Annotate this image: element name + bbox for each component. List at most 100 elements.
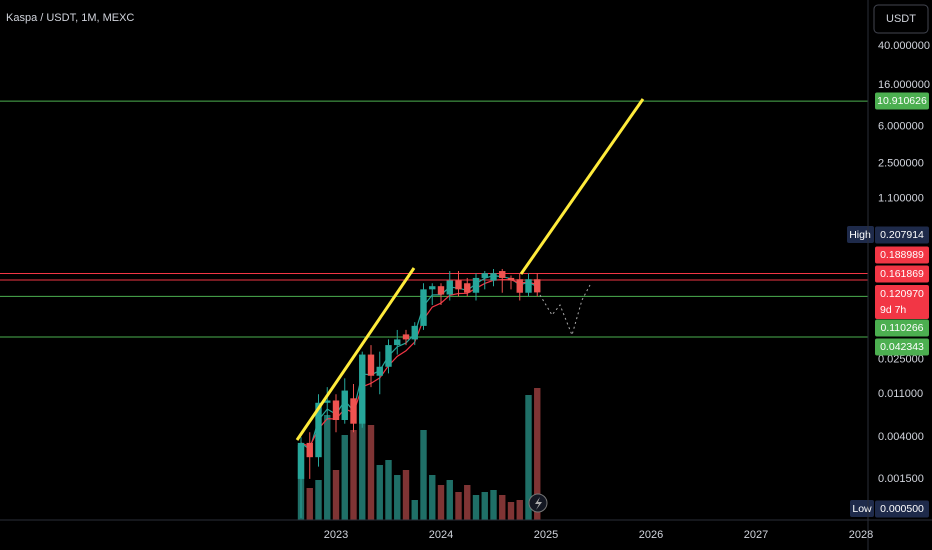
moving-average — [300, 274, 538, 451]
candle-body — [402, 334, 410, 340]
volume-bar — [385, 460, 392, 520]
volume-bar — [472, 495, 480, 520]
price-tick-label: 6.000000 — [878, 120, 924, 132]
candle-body — [324, 400, 331, 403]
current-price: 0.120970 — [880, 288, 924, 300]
trend-line — [519, 98, 645, 275]
low-price-tag: 0.000500 — [880, 503, 924, 515]
time-tick-label: 2024 — [429, 529, 453, 541]
volume-bar — [455, 492, 462, 520]
volume-bar — [332, 470, 340, 520]
price-tick-label: 0.025000 — [878, 353, 924, 365]
candle-body — [306, 442, 313, 458]
level-price-tag-bg — [875, 92, 929, 110]
candle-body — [297, 442, 305, 479]
price-tick-label: 16.000000 — [878, 79, 930, 91]
lightning-glyph — [535, 497, 542, 510]
candle-body — [332, 400, 340, 421]
currency-label[interactable]: USDT — [886, 13, 916, 25]
candle-body — [385, 345, 392, 367]
volume-bar — [464, 485, 471, 520]
candle-body — [516, 279, 523, 293]
candle-body — [455, 280, 462, 290]
candle-body — [507, 277, 515, 281]
level-price-tag: 0.161869 — [880, 268, 924, 280]
price-tick-label: 0.001500 — [878, 473, 924, 485]
candle-body — [446, 280, 453, 295]
candle-body — [341, 390, 348, 421]
level-price-tag-bg — [875, 319, 929, 337]
volume-bar — [420, 430, 427, 520]
level-price-tag: 0.188989 — [880, 249, 924, 261]
volume-bar — [350, 430, 357, 520]
volume-bar — [525, 395, 532, 520]
trend-line — [295, 267, 416, 441]
plot — [0, 100, 868, 520]
price-axis: 40.000000 16.000000 6.000000 2.500000 1.1000… — [847, 40, 930, 518]
current-price-bg — [875, 285, 929, 319]
candle-body — [437, 286, 445, 295]
level-price-tag: 10.910626 — [877, 95, 927, 107]
candle-body — [367, 354, 375, 376]
candle-body — [394, 339, 401, 346]
candle-body — [420, 289, 427, 326]
volume-bar — [490, 490, 497, 520]
volume-bar — [306, 488, 313, 520]
volume-bar — [394, 475, 401, 520]
candle-body — [499, 271, 506, 278]
moving-average — [300, 278, 538, 448]
candle-body — [490, 273, 497, 281]
volume-bar — [534, 388, 541, 520]
candle-body — [481, 273, 488, 278]
candle-body — [411, 325, 418, 340]
candle-body — [376, 366, 383, 376]
level-price-tag-bg — [875, 265, 929, 283]
time-tick-label: 2026 — [639, 529, 663, 541]
candle-body — [350, 398, 357, 424]
candle-body — [315, 402, 322, 458]
volume-bar — [507, 502, 515, 520]
symbol-title: Kaspa / USDT, 1M, MEXC — [6, 12, 134, 24]
candle-body — [359, 354, 366, 424]
time-tick-label: 2023 — [324, 529, 348, 541]
price-tick-label: 0.011000 — [878, 388, 923, 400]
countdown: 9d 7h — [880, 304, 906, 316]
time-tick-label: 2027 — [744, 529, 768, 541]
low-title: Low — [852, 503, 872, 515]
price-tick-label: 40.000000 — [878, 40, 930, 52]
level-price-tag-bg — [875, 338, 929, 356]
candle-body — [525, 279, 532, 293]
volume-bar — [516, 500, 523, 520]
high-price-tag: 0.207914 — [880, 229, 924, 241]
volume-bar — [367, 425, 375, 520]
volume-bar — [376, 465, 383, 520]
price-tick-label: 0.004000 — [878, 431, 924, 443]
candle-body — [472, 277, 480, 293]
price-tick-label: 2.500000 — [878, 158, 924, 170]
high-title-bg — [847, 226, 874, 243]
volume-bar — [429, 475, 436, 520]
level-price-tag-bg — [875, 246, 929, 264]
volume-bar — [437, 485, 445, 520]
volume-bar — [499, 495, 506, 520]
high-price-tag-bg — [875, 226, 929, 244]
volume-bar — [481, 492, 488, 520]
volume-bar — [341, 435, 348, 520]
volume-bar — [324, 415, 331, 520]
candle-body — [534, 279, 541, 293]
level-price-tag: 0.110266 — [880, 322, 923, 334]
time-tick-label: 2025 — [534, 529, 558, 541]
time-axis-bg — [0, 520, 932, 550]
high-title: High — [849, 229, 871, 241]
low-price-tag-bg — [875, 500, 929, 518]
volume-bar — [411, 500, 418, 520]
currency-button[interactable] — [873, 4, 929, 34]
candle-body — [464, 283, 471, 293]
time-tick-label: 2028 — [849, 529, 873, 541]
candle-body — [429, 286, 436, 290]
volume-bar — [446, 480, 453, 520]
price-tick-label: 1.100000 — [878, 193, 924, 205]
volume-bar — [315, 480, 322, 520]
